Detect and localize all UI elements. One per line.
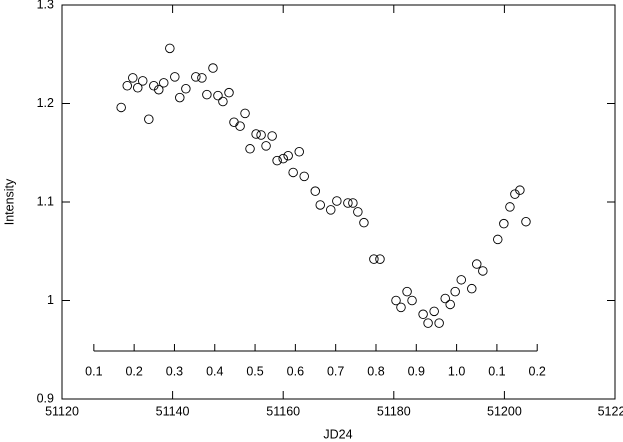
data-point: [229, 117, 239, 127]
data-point: [396, 302, 406, 313]
phase-tick-label: 0.8: [367, 364, 384, 378]
data-point: [213, 90, 223, 101]
data-point: [391, 295, 401, 306]
phase-tick-label: 0.2: [125, 364, 142, 378]
data-point: [369, 254, 379, 264]
data-point: [359, 217, 369, 228]
phase-tick-label: 0.5: [246, 364, 263, 378]
phase-tick-label: 0.7: [327, 364, 344, 378]
data-point: [445, 299, 455, 310]
data-point: [315, 200, 326, 210]
y-tick-label: 1.2: [37, 96, 54, 110]
data-point: [348, 198, 358, 208]
data-point: [299, 171, 309, 182]
x-tick-label: 51160: [266, 404, 300, 418]
data-point: [402, 286, 412, 297]
x-tick-label: 51200: [487, 404, 522, 418]
data-point: [235, 121, 245, 131]
phase-tick-label: 1.0: [448, 364, 465, 378]
data-point: [261, 141, 271, 151]
data-point: [154, 84, 164, 95]
data-point: [499, 218, 509, 229]
phase-tick-label: 0.1: [488, 364, 505, 378]
data-point: [326, 205, 336, 215]
data-point: [122, 81, 133, 91]
data-point: [515, 185, 525, 195]
data-point: [191, 72, 201, 82]
data-point: [251, 129, 261, 139]
data-point: [170, 72, 180, 82]
x-tick-label: 51140: [156, 404, 190, 418]
data-point: [429, 306, 439, 317]
data-point: [478, 266, 488, 276]
data-point: [423, 318, 433, 328]
data-point: [418, 309, 428, 320]
x-tick-label: 51120: [45, 404, 79, 418]
phase-tick-label: 0.6: [287, 364, 304, 378]
data-point: [208, 63, 218, 73]
data-point: [218, 96, 228, 107]
data-point: [472, 259, 482, 269]
y-tick-label: 0.9: [37, 391, 54, 405]
data-point: [375, 254, 385, 264]
phase-tick-label: 0.3: [166, 364, 183, 378]
data-point: [245, 144, 255, 154]
data-point: [434, 318, 444, 328]
phase-tick-label: 0.1: [85, 364, 102, 378]
data-point: [278, 153, 288, 164]
data-point: [288, 167, 298, 178]
data-point: [165, 43, 175, 54]
data-point: [240, 108, 250, 119]
data-point: [202, 89, 212, 100]
data-point: [256, 130, 266, 140]
data-point: [116, 102, 126, 113]
data-point: [450, 286, 460, 297]
data-point: [159, 78, 169, 88]
data-point: [283, 150, 293, 161]
x-tick-label: 51180: [377, 404, 411, 418]
y-tick-label: 1: [47, 293, 54, 307]
data-point: [197, 73, 207, 83]
data-point: [407, 295, 417, 306]
y-axis-label: Intensity: [2, 178, 16, 225]
data-point: [440, 293, 450, 304]
data-point: [133, 82, 143, 93]
y-tick-label: 1.1: [37, 194, 54, 208]
data-point: [310, 186, 321, 196]
data-point: [175, 92, 185, 103]
data-point: [332, 196, 342, 206]
data-point: [467, 283, 477, 294]
data-point: [181, 83, 191, 94]
data-point: [505, 202, 515, 212]
data-point: [128, 73, 138, 83]
data-point: [137, 76, 148, 86]
data-point: [343, 198, 353, 208]
data-point: [144, 114, 154, 125]
x-axis-label: JD24: [323, 427, 352, 441]
data-point: [456, 275, 467, 285]
y-tick-label: 1.3: [37, 0, 54, 11]
data-point: [272, 155, 282, 166]
data-point: [521, 216, 531, 227]
data-point: [224, 87, 234, 98]
phase-tick-label: 0.2: [529, 364, 546, 378]
data-point: [493, 234, 503, 245]
data-point: [267, 131, 277, 141]
phase-tick-label: 0.9: [408, 364, 425, 378]
plot-frame: [61, 4, 616, 400]
phase-tick-label: 0.4: [206, 364, 223, 378]
data-point: [353, 207, 363, 217]
data-point: [294, 147, 304, 157]
